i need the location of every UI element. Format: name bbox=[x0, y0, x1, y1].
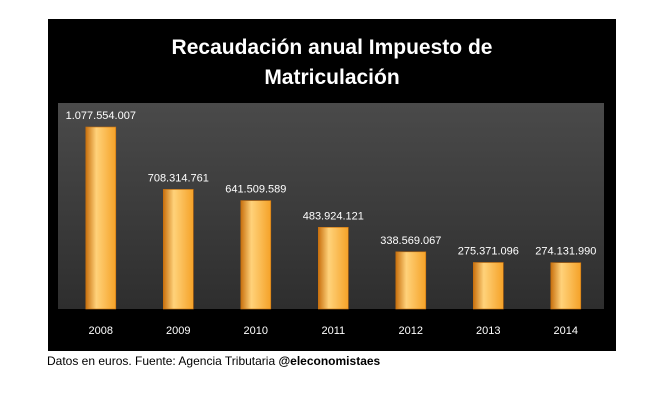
x-axis-ticks: 2008 2009 2010 2011 2012 2013 2014 bbox=[89, 325, 578, 337]
value-labels: 1.077.554.007 708.314.761 641.509.589 483.9… bbox=[66, 110, 597, 258]
chart-title-line-1: Recaudación anual Impuesto de bbox=[171, 36, 493, 59]
value-label-2009: 708.314.761 bbox=[148, 172, 209, 184]
x-tick-2011: 2011 bbox=[321, 325, 345, 337]
x-tick-2012: 2012 bbox=[399, 325, 423, 337]
x-tick-2008: 2008 bbox=[89, 325, 113, 337]
x-tick-2013: 2013 bbox=[476, 325, 500, 337]
value-label-2011: 483.924.121 bbox=[303, 210, 364, 222]
source-note: Datos en euros. Fuente: Agencia Tributar… bbox=[47, 354, 380, 368]
x-tick-2010: 2010 bbox=[244, 325, 268, 337]
bar-2009 bbox=[163, 189, 194, 310]
x-tick-2014: 2014 bbox=[554, 325, 578, 337]
bar-2010 bbox=[240, 200, 272, 310]
chart-title-line-2: Matriculación bbox=[264, 66, 400, 89]
bar-2014 bbox=[550, 262, 582, 310]
bar-2012 bbox=[395, 251, 427, 310]
chart-panel: 1.077.554.007 708.314.761 641.509.589 483.9… bbox=[48, 19, 616, 351]
bars-layer bbox=[85, 126, 582, 310]
source-text: Datos en euros. Fuente: Agencia Tributar… bbox=[47, 354, 279, 368]
value-label-2013: 275.371.096 bbox=[458, 246, 519, 258]
value-label-2008: 1.077.554.007 bbox=[66, 110, 136, 122]
twitter-handle: @eleconomistaes bbox=[278, 354, 381, 368]
bar-2008 bbox=[85, 126, 117, 310]
value-label-2014: 274.131.990 bbox=[535, 246, 596, 258]
value-label-2010: 641.509.589 bbox=[225, 184, 286, 196]
value-label-2012: 338.569.067 bbox=[380, 235, 441, 247]
bar-2011 bbox=[317, 227, 349, 310]
x-tick-2009: 2009 bbox=[166, 325, 190, 337]
bar-2013 bbox=[472, 262, 504, 310]
chart-title: Recaudación anual Impuesto de Matriculac… bbox=[48, 33, 616, 93]
bar-chart: 1.077.554.007 708.314.761 641.509.589 483.9… bbox=[58, 103, 604, 337]
